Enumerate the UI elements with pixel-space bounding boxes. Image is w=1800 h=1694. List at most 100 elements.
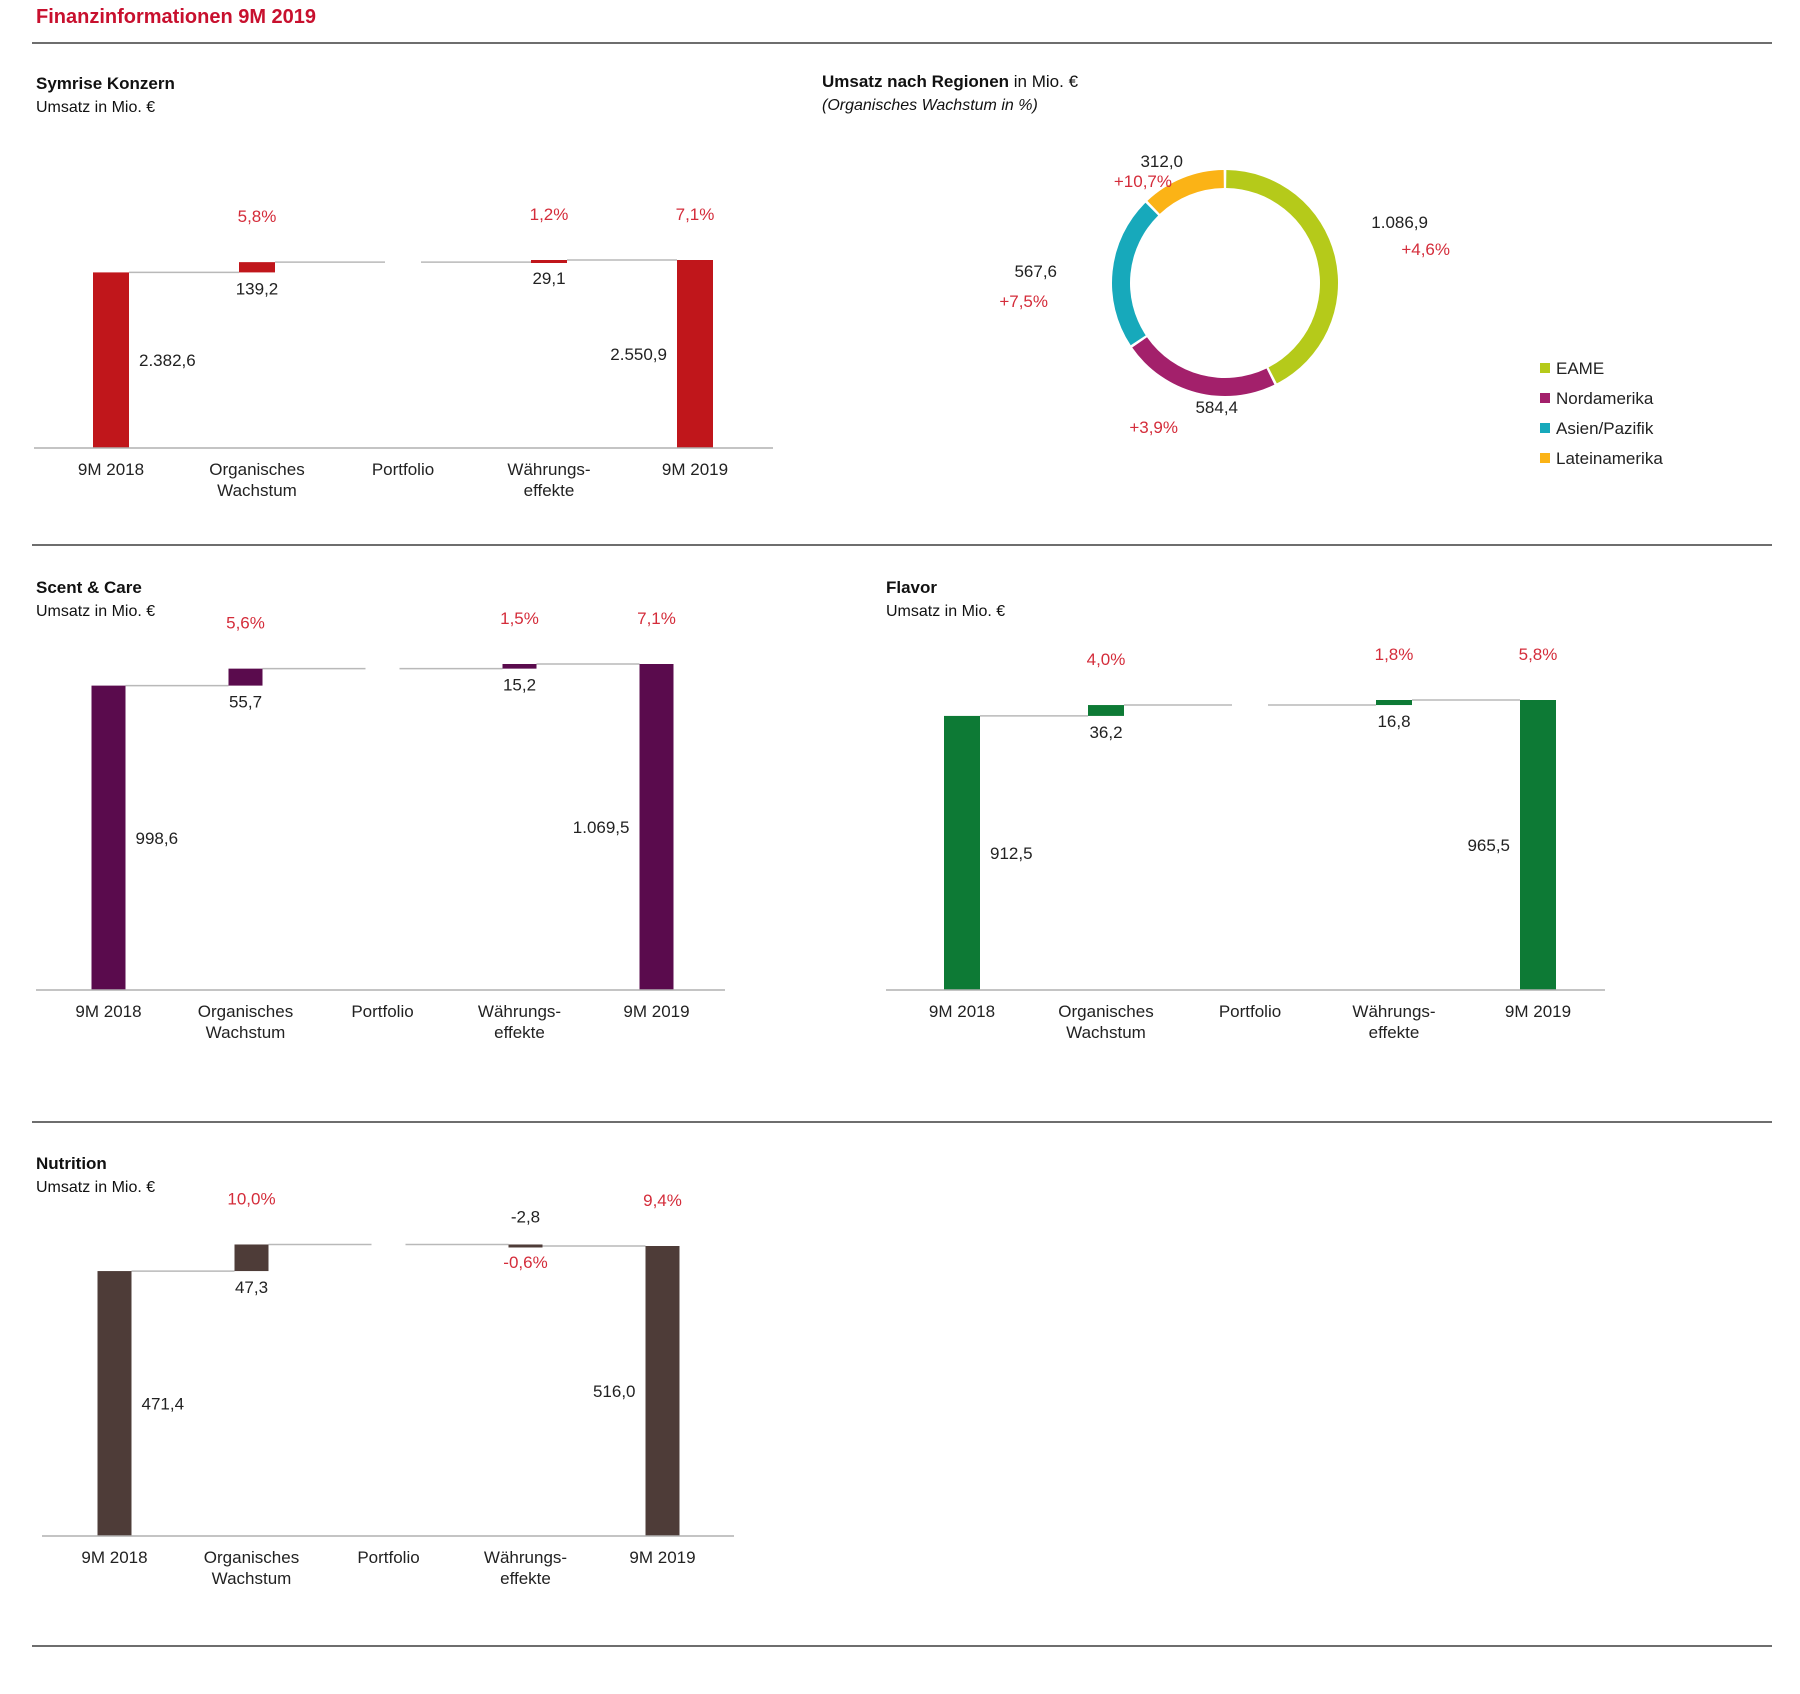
divider [32,1645,1772,1647]
bar-symrise-0 [93,272,129,448]
x-tick-label: Organisches [204,1548,299,1567]
legend-label: Nordamerika [1556,389,1654,408]
chart-title: Umsatz nach Regionen in Mio. € [822,72,1079,91]
pct-label: -0,6% [503,1253,547,1272]
chart-flavor: Flavor Umsatz in Mio. € 9M 2018 Organisches… [886,578,1605,1042]
x-tick-label: Organisches [209,460,304,479]
slice-growth-label: +10,7% [1114,172,1172,191]
chart-title: Flavor [886,578,937,597]
pct-label: 1,2% [530,205,569,224]
x-tick-label: effekte [494,1023,545,1042]
x-tick-label: 9M 2019 [623,1002,689,1021]
page-title: Finanzinformationen 9M 2019 [36,6,317,28]
x-tick-label: effekte [1369,1023,1420,1042]
x-tick-label: Portfolio [351,1002,413,1021]
x-tick-label: effekte [500,1569,551,1588]
chart-subtitle: Umsatz in Mio. € [36,1179,155,1196]
divider [32,544,1772,546]
bar-nutrition-0 [97,1271,132,1536]
data-label: 29,1 [532,269,565,288]
x-tick-label: Portfolio [357,1548,419,1567]
x-tick-label: Wachstum [206,1023,286,1042]
bar-symrise-4 [677,260,713,448]
bar-nutrition-4 [645,1246,680,1536]
chart-title: Nutrition [36,1154,107,1173]
legend-swatch [1540,423,1550,433]
chart-title: Symrise Konzern [36,74,175,93]
chart-subtitle: (Organisches Wachstum in %) [822,97,1038,114]
data-label: -2,8 [511,1207,540,1226]
pct-label: 5,8% [1519,645,1558,664]
bar-nutrition-1 [234,1244,269,1272]
donut-slice-nordamerika [1132,337,1275,397]
chart-subtitle: Umsatz in Mio. € [36,99,155,116]
x-tick-label: Währungs- [478,1002,561,1021]
data-label: 912,5 [990,844,1033,863]
slice-value-label: 312,0 [1140,152,1183,171]
pct-label: 4,0% [1087,650,1126,669]
data-label: 55,7 [229,693,262,712]
data-label: 998,6 [136,829,179,848]
slice-value-label: 584,4 [1195,398,1238,417]
x-tick-label: Wachstum [1066,1023,1146,1042]
x-tick-label: 9M 2018 [929,1002,995,1021]
slice-growth-label: +7,5% [999,292,1048,311]
x-tick-label: 9M 2018 [75,1002,141,1021]
bar-scent-0 [91,685,126,990]
chart-scent-care: Scent & Care Umsatz in Mio. € 9M 2018 Organ… [36,578,725,1042]
x-tick-label: Währungs- [1352,1002,1435,1021]
chart-subtitle: Umsatz in Mio. € [886,603,1005,620]
bar-flavor-4 [1520,700,1556,990]
data-label: 16,8 [1377,712,1410,731]
data-label: 15,2 [503,676,536,695]
data-label: 2.382,6 [139,351,196,370]
pct-label: 7,1% [676,205,715,224]
donut-slice-eame [1226,170,1338,384]
pct-label: 1,8% [1375,645,1414,664]
chart-umsatz-nach-regionen: Umsatz nach Regionen in Mio. € (Organisch… [822,72,1663,468]
slice-value-label: 1.086,9 [1371,213,1428,232]
legend-swatch [1540,453,1550,463]
x-tick-label: Wachstum [212,1569,292,1588]
pct-label: 5,8% [238,207,277,226]
legend-label: Lateinamerika [1556,449,1663,468]
chart-symrise-konzern: Symrise Konzern Umsatz in Mio. € 9M 2018 Or… [34,74,773,500]
bar-scent-1 [228,668,263,686]
data-label: 36,2 [1089,723,1122,742]
donut-slice-asien-pazifik [1112,202,1159,346]
donut-slice-lateinamerika [1147,170,1224,214]
x-tick-label: Währungs- [507,460,590,479]
chart-title: Scent & Care [36,578,142,597]
slice-growth-label: +3,9% [1129,418,1178,437]
legend-label: EAME [1556,359,1604,378]
pct-label: 1,5% [500,609,539,628]
bar-flavor-0 [944,715,980,990]
data-label: 516,0 [593,1382,636,1401]
x-tick-label: 9M 2019 [1505,1002,1571,1021]
data-label: 1.069,5 [573,818,630,837]
legend-swatch [1540,393,1550,403]
slice-value-label: 567,6 [1014,262,1057,281]
data-label: 965,5 [1467,836,1510,855]
x-tick-label: 9M 2018 [78,460,144,479]
x-tick-label: 9M 2019 [662,460,728,479]
slice-growth-label: +4,6% [1401,240,1450,259]
bar-flavor-3 [1376,700,1412,706]
bar-symrise-3 [531,260,567,263]
x-tick-label: effekte [524,481,575,500]
data-label: 47,3 [235,1278,268,1297]
data-label: 471,4 [142,1395,185,1414]
bar-symrise-1 [239,262,275,273]
x-tick-label: Portfolio [372,460,434,479]
x-tick-label: Portfolio [1219,1002,1281,1021]
data-label: 139,2 [236,279,279,298]
divider [32,42,1772,44]
chart-nutrition: Nutrition Umsatz in Mio. € 9M 2018 Organisc… [36,1154,734,1588]
legend-label: Asien/Pazifik [1556,419,1654,438]
legend-swatch [1540,363,1550,373]
x-tick-label: Währungs- [484,1548,567,1567]
data-label: 2.550,9 [610,345,667,364]
pct-label: 7,1% [637,609,676,628]
divider [32,1121,1772,1123]
chart-subtitle: Umsatz in Mio. € [36,603,155,620]
